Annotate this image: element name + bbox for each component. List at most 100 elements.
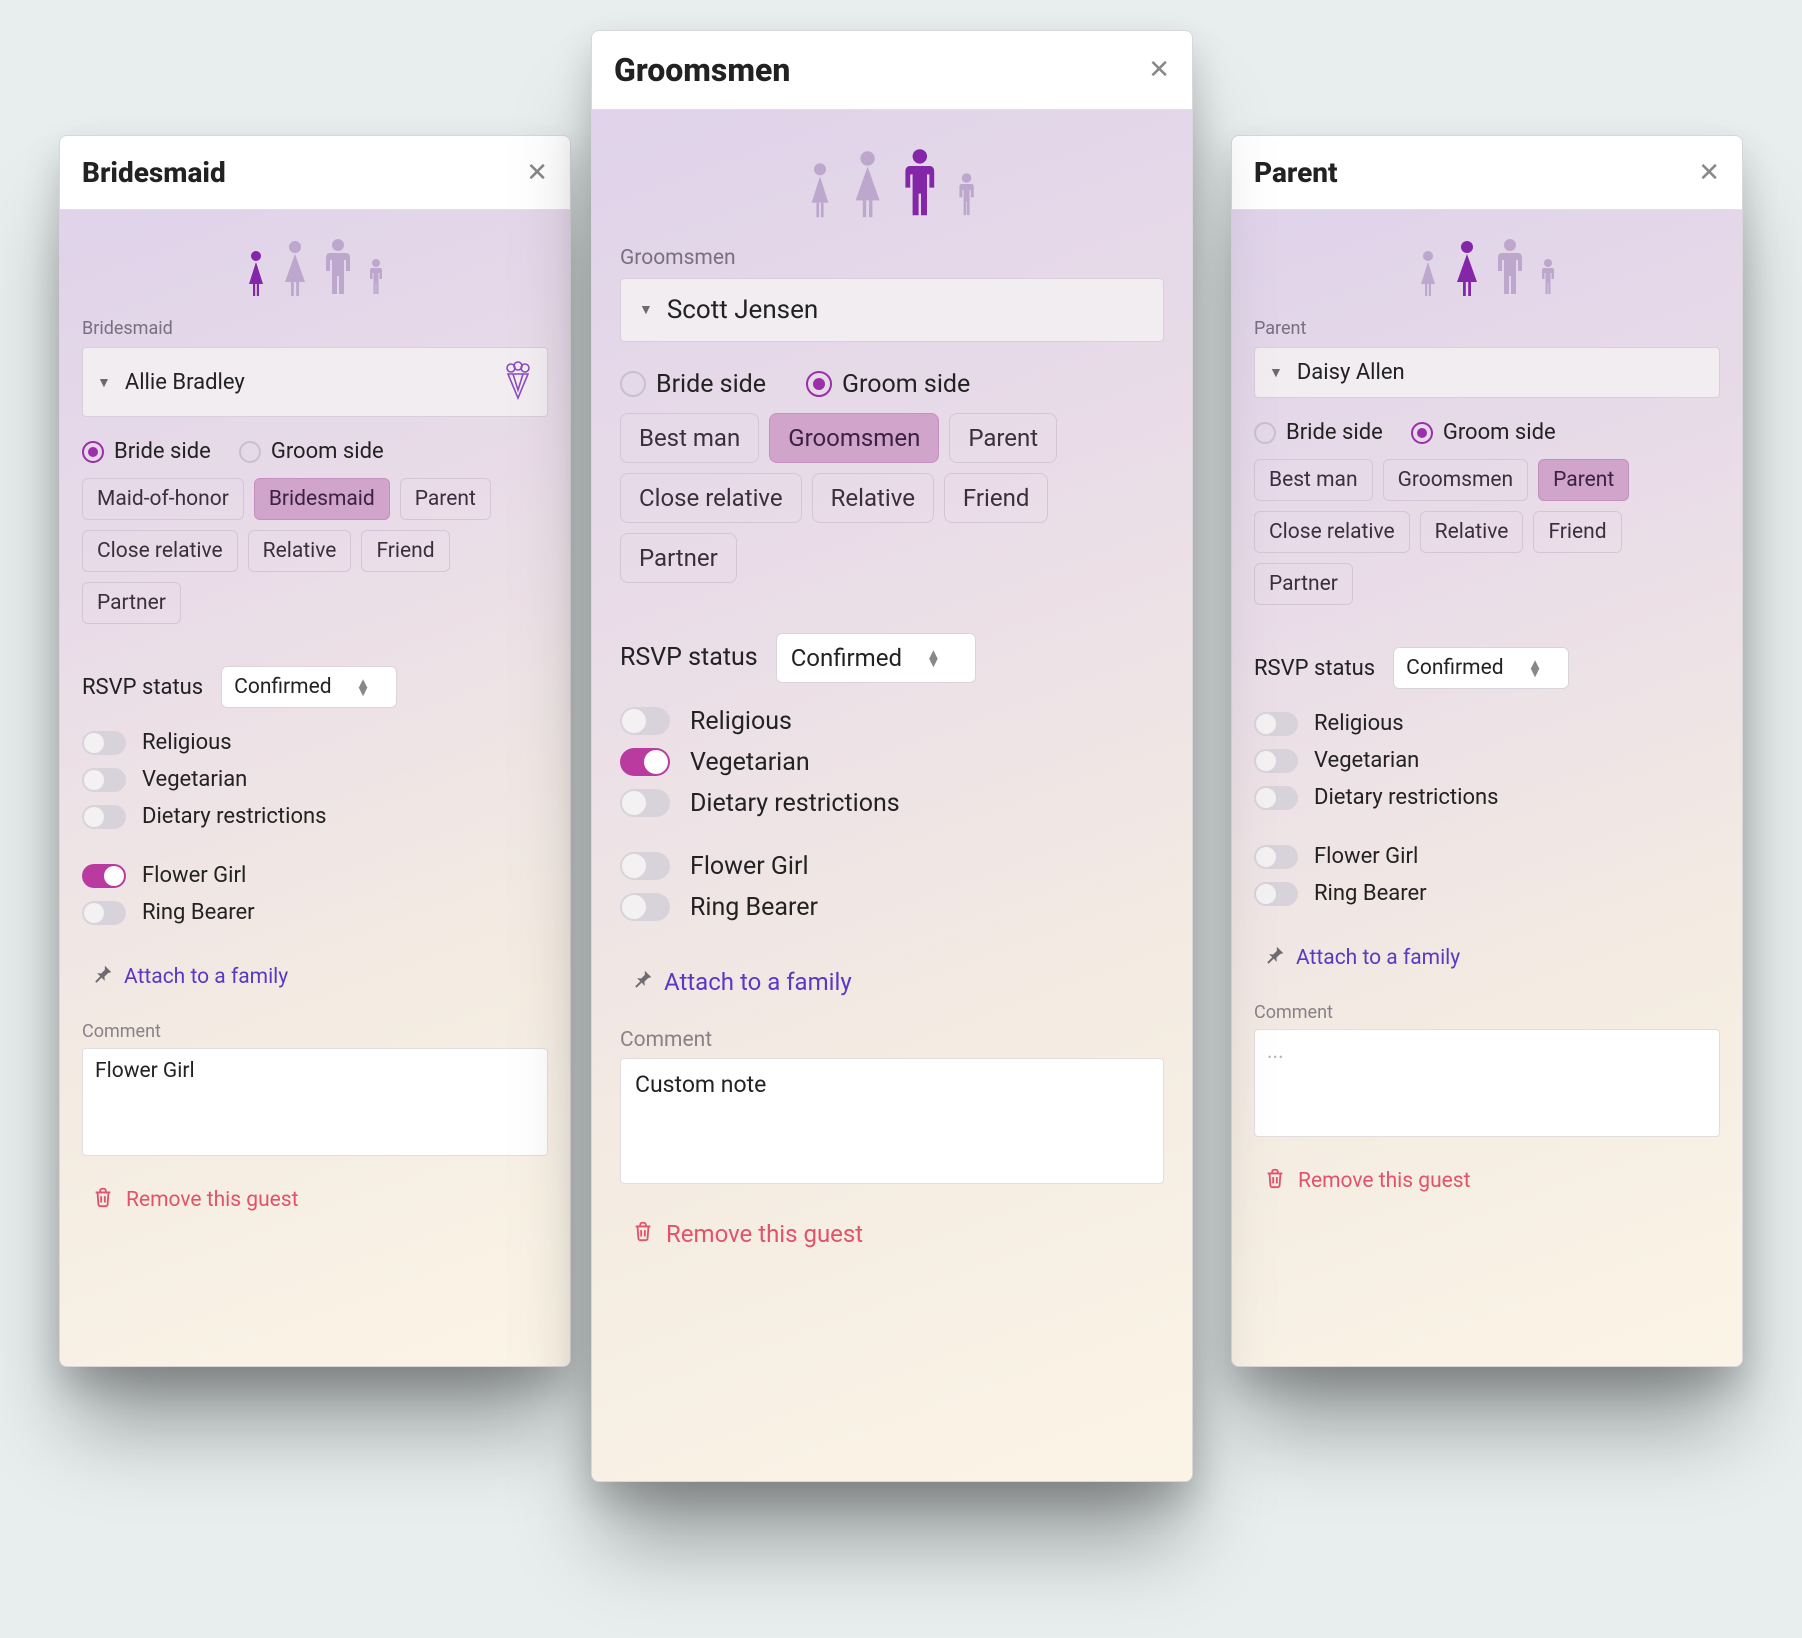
role-chip[interactable]: Close relative	[82, 530, 238, 572]
rsvp-select[interactable]: Confirmed ▲▼	[221, 666, 397, 708]
role-chip[interactable]: Friend	[1533, 511, 1621, 553]
role-chip[interactable]: Relative	[248, 530, 352, 572]
role-chip-group: Best manGroomsmenParent Close relativeRel…	[620, 413, 1164, 589]
role-chip[interactable]: Close relative	[620, 473, 802, 523]
guest-name-dropdown[interactable]: ▼ Scott Jensen	[620, 278, 1164, 342]
close-icon[interactable]: ✕	[1148, 55, 1170, 85]
caret-down-icon: ▼	[1269, 364, 1283, 381]
man-big-icon[interactable]	[324, 238, 352, 296]
toggle-row-religious: Religious	[1254, 711, 1720, 736]
radio-bride-side[interactable]: Bride side	[1254, 420, 1383, 445]
guest-name-dropdown[interactable]: ▼ Daisy Allen	[1254, 347, 1720, 398]
role-chip[interactable]: Groomsmen	[769, 413, 939, 463]
toggle-dietary[interactable]	[82, 805, 126, 829]
man-big-icon[interactable]	[1496, 238, 1524, 296]
toggle-row-dietary: Dietary restrictions	[620, 789, 1164, 818]
remove-guest-button[interactable]: Remove this guest	[82, 1156, 548, 1224]
toggle-ring_bearer[interactable]	[82, 901, 126, 925]
rsvp-row: RSVP status Confirmed ▲▼	[1254, 611, 1720, 699]
toggle-ring_bearer[interactable]	[620, 893, 670, 921]
toggle-dietary[interactable]	[620, 789, 670, 817]
woman-small-icon[interactable]	[246, 250, 266, 296]
woman-small-icon[interactable]	[1418, 250, 1438, 296]
bouquet-icon	[503, 360, 533, 404]
toggle-row-flower_girl: Flower Girl	[82, 863, 548, 888]
close-icon[interactable]: ✕	[526, 158, 548, 188]
comment-textarea[interactable]: ...	[1254, 1029, 1720, 1137]
toggle-label: Ring Bearer	[142, 900, 255, 925]
toggle-religious[interactable]	[82, 731, 126, 755]
pin-icon	[1264, 944, 1286, 972]
title-bar: Parent ✕	[1232, 136, 1742, 210]
woman-big-icon[interactable]	[1454, 240, 1480, 296]
radio-groom-side[interactable]: Groom side	[239, 439, 384, 464]
role-chip[interactable]: Parent	[400, 478, 491, 520]
toggle-ring_bearer[interactable]	[1254, 882, 1298, 906]
role-chip[interactable]: Partner	[620, 533, 737, 583]
role-chip[interactable]: Parent	[949, 413, 1057, 463]
toggle-religious[interactable]	[620, 707, 670, 735]
radio-groom-side[interactable]: Groom side	[1411, 420, 1556, 445]
comment-textarea[interactable]: Flower Girl	[82, 1048, 548, 1156]
role-chip[interactable]: Parent	[1538, 459, 1629, 501]
woman-big-icon[interactable]	[282, 240, 308, 296]
rsvp-select[interactable]: Confirmed ▲▼	[1393, 647, 1569, 689]
child-icon[interactable]	[957, 172, 976, 218]
role-chip[interactable]: Groomsmen	[1383, 459, 1529, 501]
role-chip[interactable]: Relative	[812, 473, 934, 523]
attach-family-link[interactable]: Attach to a family	[1254, 906, 1720, 982]
role-chip[interactable]: Best man	[1254, 459, 1373, 501]
rsvp-label: RSVP status	[1254, 656, 1375, 681]
toggle-row-religious: Religious	[620, 707, 1164, 736]
role-chip[interactable]: Friend	[361, 530, 449, 572]
rsvp-select[interactable]: Confirmed ▲▼	[776, 633, 976, 683]
role-chip[interactable]: Friend	[944, 473, 1048, 523]
toggle-label: Dietary restrictions	[142, 804, 327, 829]
stage: Bridesmaid ✕ Bridesmaid ▼ Al	[0, 0, 1802, 1638]
toggle-row-ring_bearer: Ring Bearer	[1254, 881, 1720, 906]
toggle-flower_girl[interactable]	[1254, 845, 1298, 869]
role-chip[interactable]: Maid-of-honor	[82, 478, 244, 520]
comment-textarea[interactable]: Custom note	[620, 1058, 1164, 1184]
remove-guest-button[interactable]: Remove this guest	[620, 1184, 1164, 1262]
role-chip[interactable]: Close relative	[1254, 511, 1410, 553]
role-chip[interactable]: Partner	[82, 582, 181, 624]
toggle-label: Flower Girl	[1314, 844, 1418, 869]
remove-guest-button[interactable]: Remove this guest	[1254, 1137, 1720, 1205]
role-chip[interactable]: Best man	[620, 413, 759, 463]
toggle-flower_girl[interactable]	[620, 852, 670, 880]
toggle-vegetarian[interactable]	[1254, 749, 1298, 773]
man-big-icon[interactable]	[903, 148, 937, 218]
sort-icon: ▲▼	[1528, 660, 1543, 676]
child-icon[interactable]	[1540, 258, 1556, 296]
woman-big-icon[interactable]	[852, 150, 883, 217]
comment-label: Comment	[620, 1008, 1164, 1058]
attach-family-link[interactable]: Attach to a family	[620, 922, 1164, 1008]
toggle-label: Ring Bearer	[690, 893, 818, 922]
role-chip[interactable]: Partner	[1254, 563, 1353, 605]
radio-bride-side[interactable]: Bride side	[620, 370, 766, 399]
toggle-vegetarian[interactable]	[620, 748, 670, 776]
attach-family-link[interactable]: Attach to a family	[82, 925, 548, 1001]
radio-label: Groom side	[1443, 420, 1556, 445]
woman-small-icon[interactable]	[808, 162, 832, 217]
card-title: Parent	[1254, 156, 1338, 189]
toggle-vegetarian[interactable]	[82, 768, 126, 792]
toggle-row-dietary: Dietary restrictions	[82, 804, 548, 829]
radio-bride-side[interactable]: Bride side	[82, 439, 211, 464]
toggle-dietary[interactable]	[1254, 786, 1298, 810]
role-chip[interactable]: Relative	[1420, 511, 1524, 553]
radio-label: Groom side	[842, 370, 970, 399]
guest-name-dropdown[interactable]: ▼ Allie Bradley	[82, 347, 548, 417]
close-icon[interactable]: ✕	[1698, 158, 1720, 188]
toggle-row-religious: Religious	[82, 730, 548, 755]
toggle-label: Ring Bearer	[1314, 881, 1427, 906]
role-chip[interactable]: Bridesmaid	[254, 478, 390, 520]
child-icon[interactable]	[368, 258, 384, 296]
radio-groom-side[interactable]: Groom side	[806, 370, 970, 399]
comment-label: Comment	[82, 1001, 548, 1048]
toggle-flower_girl[interactable]	[82, 864, 126, 888]
toggle-religious[interactable]	[1254, 712, 1298, 736]
trash-icon	[632, 1220, 654, 1248]
rsvp-label: RSVP status	[620, 643, 758, 672]
